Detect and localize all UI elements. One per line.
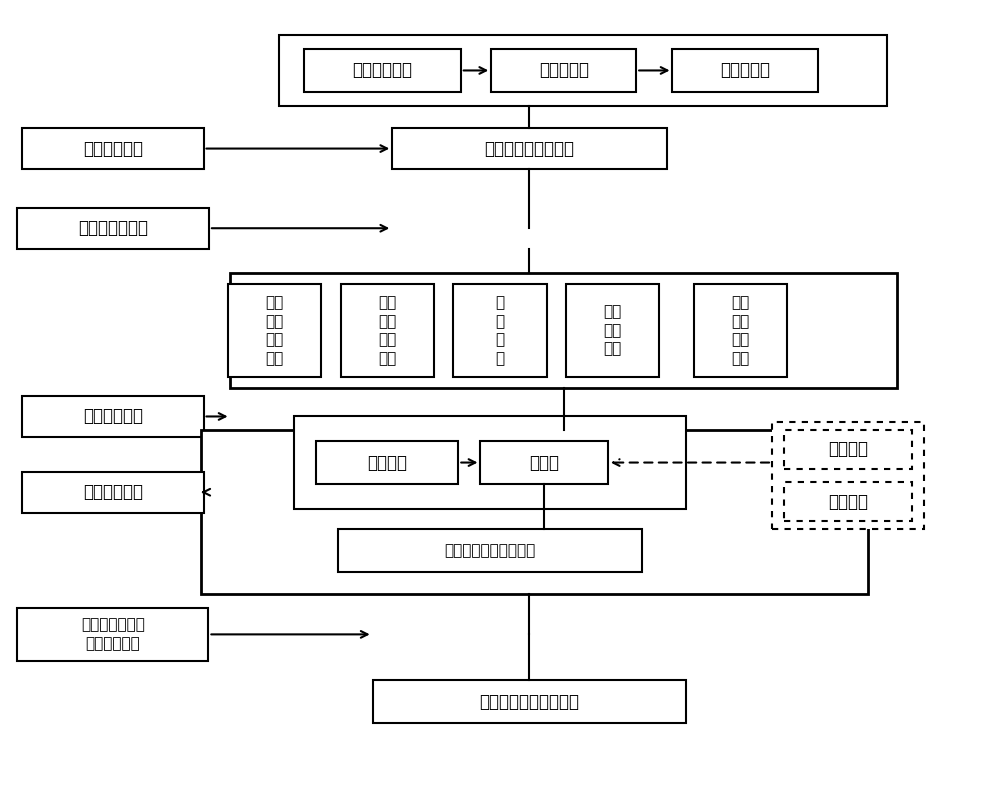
Text: 求隶函数: 求隶函数 <box>828 493 868 511</box>
Bar <box>316 441 458 484</box>
Bar <box>230 273 897 388</box>
Bar <box>784 430 912 469</box>
Bar <box>17 208 209 249</box>
Text: 对目的断层进行
构造样式计算: 对目的断层进行 构造样式计算 <box>81 618 145 651</box>
Bar <box>480 441 608 484</box>
Text: 构造样式计算: 构造样式计算 <box>83 407 143 426</box>
Bar <box>784 482 912 521</box>
Bar <box>279 35 887 106</box>
Text: 断地
裂层
两产
盘状: 断地 裂层 两产 盘状 <box>731 295 749 366</box>
Bar <box>304 49 461 92</box>
Text: 变换矩阵: 变换矩阵 <box>828 440 868 458</box>
Text: 断展
裂布
平形
面态: 断展 裂布 平形 面态 <box>378 295 396 366</box>
Text: 曲率体数据: 曲率体数据 <box>720 61 770 80</box>
Bar <box>228 285 321 377</box>
Bar <box>392 128 667 169</box>
Bar <box>772 422 924 529</box>
Text: 断裂特征的精细解释: 断裂特征的精细解释 <box>484 139 574 158</box>
Bar <box>17 608 208 661</box>
Bar <box>341 285 434 377</box>
Bar <box>22 472 204 512</box>
Text: 定量表征断裂力学性质: 定量表征断裂力学性质 <box>479 693 579 711</box>
Bar <box>22 128 204 169</box>
Text: 构造样式采集: 构造样式采集 <box>83 139 143 158</box>
Bar <box>453 285 547 377</box>
Bar <box>491 49 636 92</box>
Bar <box>22 396 204 437</box>
Text: 剪面
断形
裂态: 剪面 断形 裂态 <box>604 304 622 356</box>
Bar <box>338 529 642 572</box>
Text: 隶属度: 隶属度 <box>529 453 559 472</box>
Bar <box>373 680 686 723</box>
Text: 建立定量评价数学模型: 建立定量评价数学模型 <box>445 544 536 559</box>
Text: 断组
裂合
剖样
面式: 断组 裂合 剖样 面式 <box>265 295 284 366</box>
Text: 相干体数据: 相干体数据 <box>539 61 589 80</box>
Text: 建立数学模型: 建立数学模型 <box>83 483 143 501</box>
Bar <box>672 49 818 92</box>
Bar <box>694 285 787 377</box>
Bar <box>201 430 868 594</box>
Bar <box>294 417 686 508</box>
Text: 构造样式预处理: 构造样式预处理 <box>78 219 148 238</box>
Text: 三维地震资料: 三维地震资料 <box>352 61 412 80</box>
Text: 权重系数: 权重系数 <box>367 453 407 472</box>
Text: 断
裂
倾
角: 断 裂 倾 角 <box>495 295 505 366</box>
Bar <box>566 285 659 377</box>
